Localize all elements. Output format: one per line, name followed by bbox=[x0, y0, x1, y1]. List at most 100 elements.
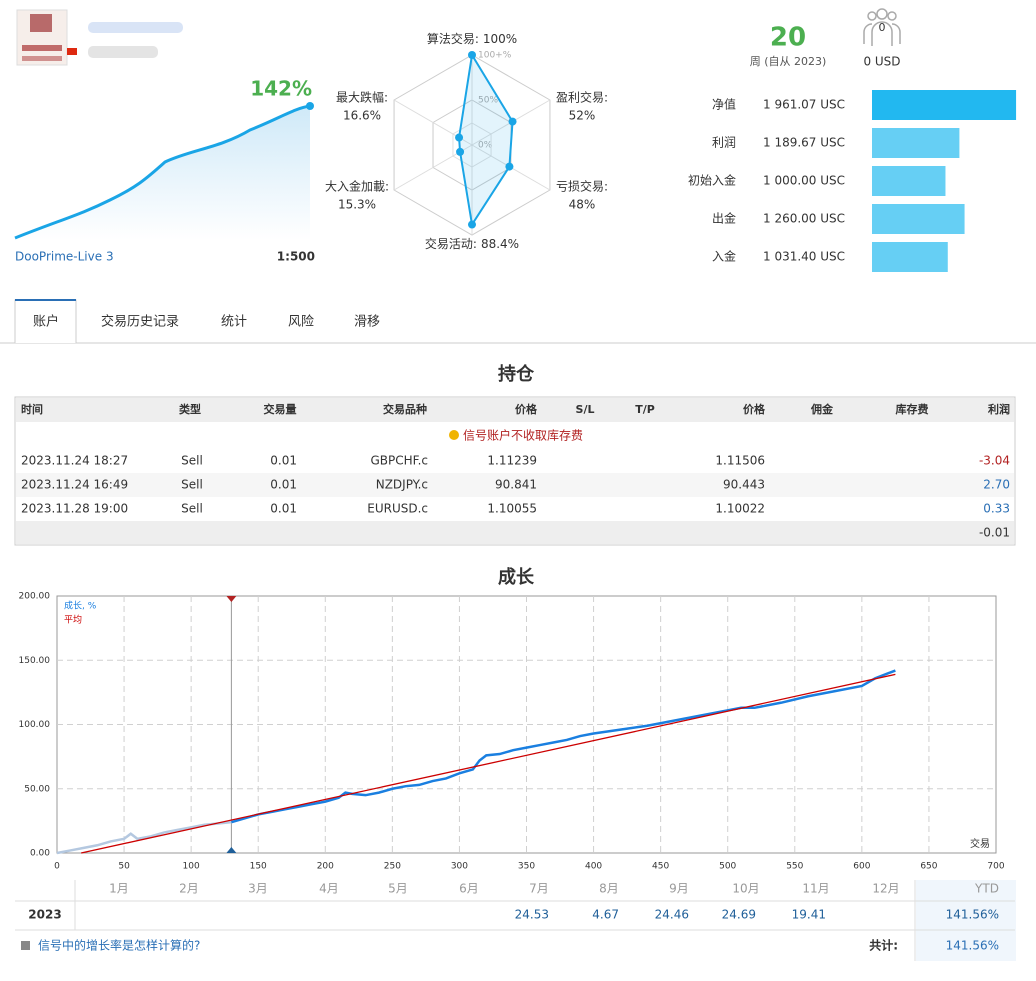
radar-label-value: 48% bbox=[569, 198, 596, 212]
radar-label: 算法交易: 100% bbox=[427, 31, 517, 46]
column-header: 类型 bbox=[179, 402, 201, 416]
table-cell: -3.04 bbox=[979, 454, 1010, 468]
x-tick-label: 600 bbox=[853, 862, 870, 872]
balance-value: 1 260.00 USC bbox=[763, 212, 845, 226]
x-tick-label: 350 bbox=[518, 862, 535, 872]
legend-entry: 平均 bbox=[64, 614, 82, 626]
radar-label-name: 大入金加載: bbox=[325, 179, 389, 194]
mini-dot bbox=[306, 102, 314, 110]
table-cell: GBPCHF.c bbox=[370, 454, 428, 468]
radar-scale-label: 50% bbox=[478, 96, 498, 106]
radar-label: 交易活动: 88.4% bbox=[425, 236, 519, 251]
month-header: 5月 bbox=[388, 882, 408, 896]
table-cell: 2023.11.24 18:27 bbox=[21, 454, 128, 468]
x-tick-label: 650 bbox=[920, 862, 937, 872]
weeks: 20 bbox=[770, 23, 806, 53]
month-header: 12月 bbox=[872, 882, 899, 896]
radar-point bbox=[456, 147, 465, 156]
tab[interactable]: 交易历史记录 bbox=[101, 314, 179, 330]
mini-area bbox=[15, 106, 310, 240]
legend-entry: 成长, % bbox=[64, 600, 97, 612]
radar-label-value: 100% bbox=[483, 32, 517, 46]
y-tick-label: 150.00 bbox=[19, 656, 51, 666]
avatar-text bbox=[22, 45, 62, 51]
subscribers-value: 0 USD bbox=[863, 55, 900, 69]
tab[interactable]: 账户 bbox=[33, 314, 59, 330]
month-header: 11月 bbox=[802, 882, 829, 896]
marker-bottom bbox=[226, 847, 237, 853]
total: -0.01 bbox=[979, 526, 1010, 540]
radar-label-value: 52% bbox=[569, 109, 596, 123]
month-return: 24.46 bbox=[655, 908, 689, 922]
radar-point bbox=[505, 162, 514, 171]
balance-bar bbox=[872, 128, 960, 158]
blurred-name[interactable] bbox=[88, 22, 183, 33]
total-row bbox=[16, 521, 1014, 544]
month-header: 1月 bbox=[109, 882, 129, 896]
column-header: T/P bbox=[635, 403, 655, 416]
month-header: 10月 bbox=[732, 882, 759, 896]
row-stripe bbox=[16, 473, 1014, 497]
help-icon bbox=[21, 941, 30, 950]
notice-icon bbox=[449, 430, 459, 440]
table-cell: 2.70 bbox=[983, 478, 1010, 492]
month-return: 19.41 bbox=[792, 908, 826, 922]
table-cell: 1.10022 bbox=[715, 502, 765, 516]
table-cell: 90.443 bbox=[723, 478, 765, 492]
balance-value: 1 031.40 USC bbox=[763, 250, 845, 264]
tab[interactable]: 统计 bbox=[221, 315, 247, 330]
weeks-label: 周 (自从 2023) bbox=[750, 55, 827, 68]
radar-label-name: 最大跌幅: bbox=[336, 90, 388, 105]
growth-line-history bbox=[56, 820, 232, 855]
x-tick-label: 150 bbox=[250, 862, 267, 872]
radar-scale-label: 100+% bbox=[478, 51, 512, 61]
subscribers: 0 bbox=[879, 21, 886, 34]
tab[interactable]: 滑移 bbox=[354, 315, 380, 330]
month-return: 4.67 bbox=[592, 908, 619, 922]
radar-label-name: 交易活动: bbox=[425, 236, 477, 251]
chart-title: 成长 bbox=[498, 566, 535, 588]
table-cell: 2023.11.28 19:00 bbox=[21, 502, 128, 516]
table-cell: 1.11239 bbox=[487, 454, 537, 468]
help-link[interactable]: 信号中的增长率是怎样计算的? bbox=[38, 938, 200, 953]
balance-bar bbox=[872, 242, 948, 272]
radar-label-name: 亏损交易: bbox=[556, 179, 608, 194]
month-header: 7月 bbox=[529, 882, 549, 896]
y-tick-label: 200.00 bbox=[19, 592, 51, 602]
radar-label-value: 88.4% bbox=[481, 237, 519, 251]
table-cell: 1.11506 bbox=[715, 454, 765, 468]
average-line bbox=[81, 673, 896, 854]
growth: 142% bbox=[250, 77, 312, 101]
balance-label: 初始入金 bbox=[688, 173, 736, 188]
column-header: 时间 bbox=[21, 402, 43, 416]
month-return: 24.69 bbox=[722, 908, 756, 922]
balance-value: 1 189.67 USC bbox=[763, 136, 845, 150]
notice: 信号账户不收取库存费 bbox=[463, 428, 583, 443]
x-tick-label: 450 bbox=[652, 862, 669, 872]
column-header: 价格 bbox=[515, 402, 538, 416]
radar-label-name: 盈利交易: bbox=[556, 90, 608, 105]
ytd-column bbox=[916, 880, 1016, 961]
radar-scale-label: 0% bbox=[478, 141, 493, 151]
server[interactable]: DooPrime-Live 3 bbox=[15, 250, 114, 264]
balance-value: 1 000.00 USC bbox=[763, 174, 845, 188]
balance-label: 入金 bbox=[712, 249, 736, 264]
balance-bar bbox=[872, 90, 1017, 120]
x-tick-label: 200 bbox=[317, 862, 334, 872]
tab[interactable]: 风险 bbox=[288, 315, 314, 330]
x-tick-label: 300 bbox=[451, 862, 468, 872]
y-tick-label: 100.00 bbox=[19, 720, 51, 730]
table-cell: 1.10055 bbox=[487, 502, 537, 516]
x-tick-label: 0 bbox=[54, 862, 60, 872]
balance-value: 1 961.07 USC bbox=[763, 98, 845, 112]
table-cell: NZDJPY.c bbox=[376, 478, 428, 492]
x-tick-label: 100 bbox=[183, 862, 200, 872]
ytd-header: YTD bbox=[974, 882, 999, 896]
table-cell: 0.01 bbox=[270, 454, 297, 468]
table-cell: 0.01 bbox=[270, 478, 297, 492]
x-tick-label: 250 bbox=[384, 862, 401, 872]
month-header: 4月 bbox=[319, 882, 339, 896]
growth-line bbox=[231, 669, 896, 824]
month-header: 6月 bbox=[459, 882, 479, 896]
